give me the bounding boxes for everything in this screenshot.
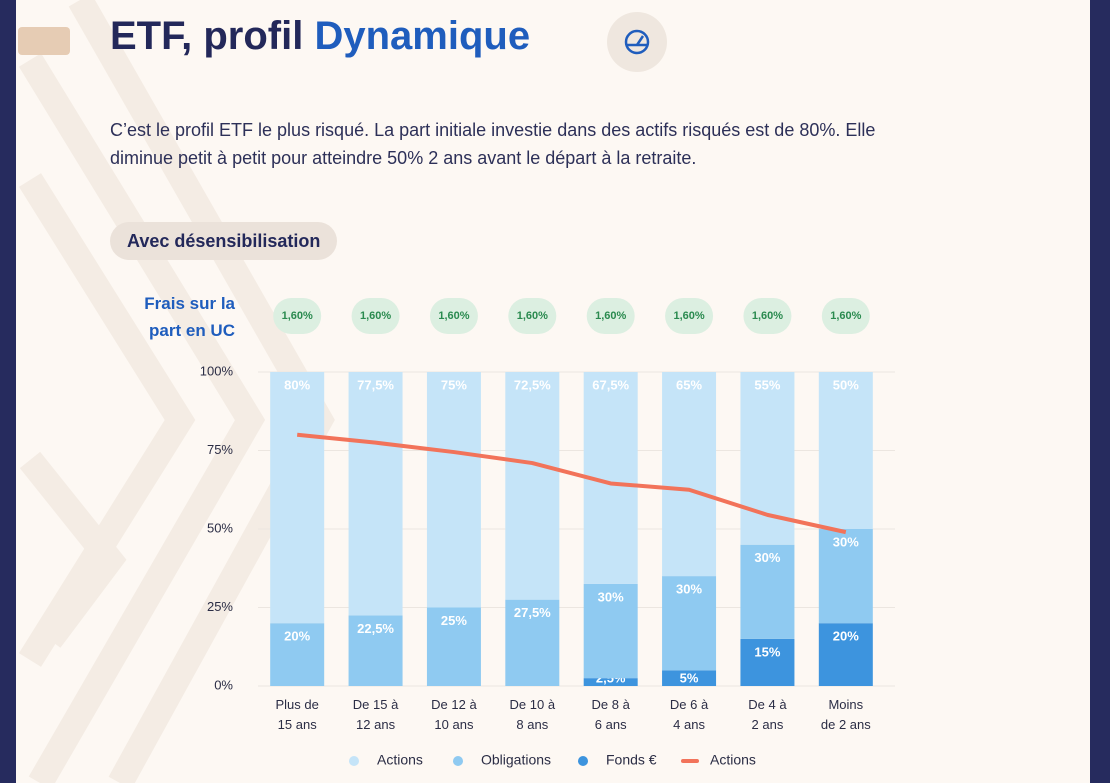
x-tick-label: De 15 à 12 ans	[352, 697, 399, 732]
decor-tab	[18, 27, 70, 55]
fee-pill	[586, 298, 635, 334]
bar-segment	[662, 670, 717, 686]
data-label: 30%	[598, 589, 624, 604]
fee-pill	[351, 298, 400, 334]
y-tick-label: 75%	[207, 442, 233, 457]
fee-label: 1,60%	[673, 310, 704, 322]
bar-segment	[818, 623, 873, 686]
fee-pill	[429, 298, 478, 334]
fee-label: 1,60%	[438, 310, 469, 322]
tag-pill: Avec désensibilisation	[110, 222, 338, 260]
bar-segment	[583, 678, 638, 686]
x-tick-label: De 10 à 8 ans	[509, 697, 556, 732]
data-label: 30%	[833, 534, 859, 549]
gauge-icon	[624, 29, 650, 55]
legend-marker	[578, 756, 588, 766]
data-label: 55%	[754, 377, 780, 392]
bar-segment	[662, 372, 717, 577]
fee-label: 1,60%	[595, 310, 626, 322]
data-label: 77,5%	[357, 377, 394, 392]
x-tick-label: De 4 à 2 ans	[748, 697, 787, 732]
bar-segment	[426, 372, 481, 608]
title: ETF, profil Dynamique	[110, 14, 530, 59]
title-highlight: Dynamique	[314, 14, 531, 58]
x-tick-label: Plus de 15 ans	[275, 697, 319, 732]
line-series	[296, 432, 847, 535]
bar-segment	[740, 638, 795, 686]
fee-pill	[665, 298, 714, 334]
fees-label: Frais sur la part en UC	[144, 294, 235, 340]
bar-segment	[818, 529, 873, 624]
fee-label: 1,60%	[282, 310, 313, 322]
data-label: 20%	[284, 629, 310, 644]
fee-pill	[508, 298, 557, 334]
title-start: ETF, profil	[110, 14, 304, 58]
fee-pill	[821, 298, 870, 334]
x-tick-label: De 12 à 10 ans	[431, 697, 477, 732]
data-label: 67,5%	[592, 377, 629, 392]
data-label: 80%	[284, 377, 310, 392]
bar-segment	[270, 623, 325, 686]
legend-label: Fonds €	[606, 752, 657, 768]
data-label: 65%	[676, 377, 702, 392]
data-label: 50%	[833, 377, 859, 392]
data-label: 72,5%	[514, 377, 551, 392]
fee-label: 1,60%	[830, 310, 861, 322]
data-label: 30%	[754, 550, 780, 565]
description: C’est le profil ETF le plus risqué. La p…	[110, 120, 876, 168]
bar-segment	[740, 544, 795, 639]
fee-label: 1,60%	[752, 310, 783, 322]
bar-segment	[270, 372, 325, 624]
data-label: 5%	[680, 670, 699, 685]
bar-segment	[505, 372, 560, 600]
y-tick-label: 0%	[214, 677, 233, 692]
data-label: 27,5%	[514, 605, 551, 620]
bar-segment	[348, 372, 403, 616]
bar-segment	[426, 607, 481, 686]
legend-label: Obligations	[481, 752, 551, 768]
legend-label: Actions	[710, 752, 756, 768]
bar-segment	[818, 372, 873, 529]
data-label: 15%	[754, 644, 780, 659]
right-border	[1090, 0, 1110, 783]
x-tick-label: Moins de 2 ans	[820, 697, 871, 732]
data-label: 30%	[676, 582, 702, 597]
data-label: 75%	[441, 377, 467, 392]
bar-segment	[348, 615, 403, 686]
icon-bg	[607, 12, 667, 72]
y-tick-label: 25%	[207, 599, 233, 614]
legend-marker	[453, 756, 463, 766]
legend-marker	[349, 756, 359, 766]
fee-pill	[273, 298, 322, 334]
x-tick-label: De 8 à 6 ans	[591, 697, 630, 732]
y-tick-label: 50%	[207, 520, 233, 535]
legend-label: Actions	[377, 752, 423, 768]
data-label: 25%	[441, 613, 467, 628]
fee-label: 1,60%	[517, 310, 548, 322]
bar-segment	[505, 599, 560, 686]
y-tick-label: 100%	[200, 363, 234, 378]
bar-segment	[583, 583, 638, 679]
data-label: 22,5%	[357, 621, 394, 636]
left-border	[0, 0, 16, 783]
data-label: 20%	[833, 629, 859, 644]
fee-pill	[743, 298, 792, 334]
x-tick-label: De 6 à 4 ans	[669, 697, 709, 732]
bar-segment	[662, 576, 717, 671]
fee-label: 1,60%	[360, 310, 391, 322]
